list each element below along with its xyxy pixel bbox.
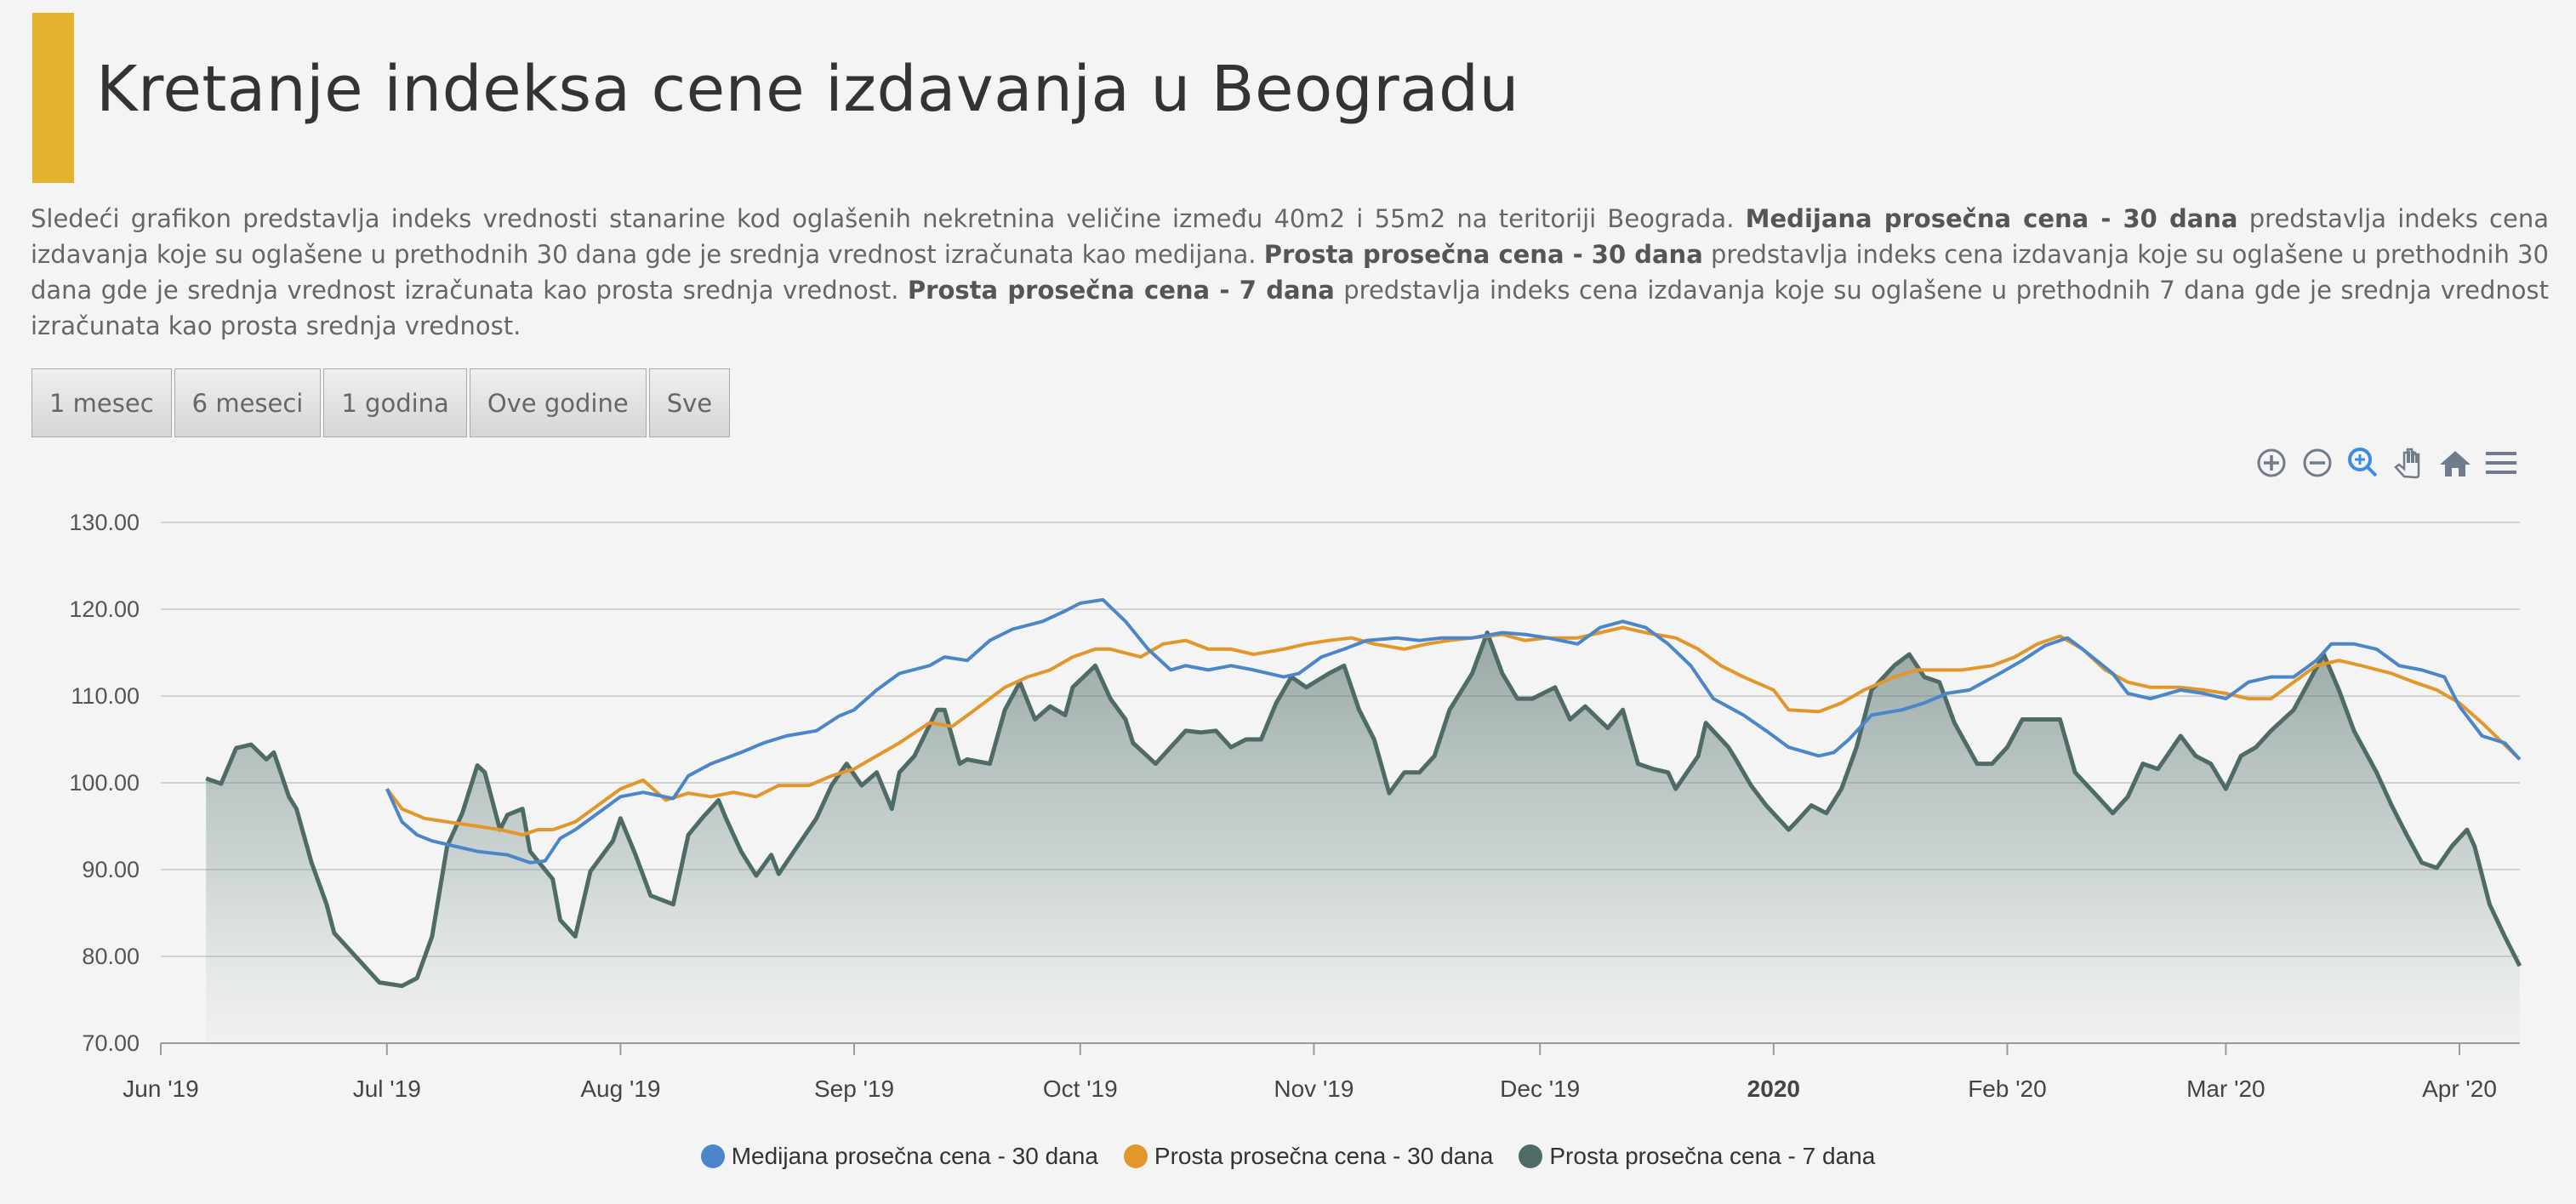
selection-zoom-icon[interactable]: [2346, 444, 2380, 482]
legend-marker: [700, 1144, 725, 1168]
y-tick-label: 100.00: [69, 770, 140, 796]
x-tick-label: Dec '19: [1500, 1076, 1580, 1102]
desc-text: predstavlja indeks cena izdavanja koje s…: [31, 240, 2549, 305]
range-selector: 1 mesec 6 meseci 1 godina Ove godine Sve: [31, 368, 731, 437]
x-tick-label: Feb '20: [1968, 1076, 2047, 1102]
desc-text: predstavlja indeks cena izdavanja koje s…: [31, 276, 2549, 340]
y-axis: 130.00 120.00 110.00 100.00 90.00 80.00 70.00: [69, 510, 140, 1056]
series-line-1: [385, 625, 2522, 837]
legend-item-simple30[interactable]: Prosta prosečna cena - 30 dana: [1123, 1143, 1494, 1170]
desc-bold-median30: Medijana prosečna cena - 30 dana: [1745, 204, 2238, 233]
series-line-0: [205, 631, 2522, 989]
series-group: [205, 597, 2522, 1043]
zoom-out-icon[interactable]: [2300, 444, 2334, 482]
y-tick-label: 120.00: [69, 596, 140, 622]
menu-icon[interactable]: [2484, 444, 2518, 482]
range-button-this-year[interactable]: Ove godine: [469, 368, 647, 437]
y-tick-label: 110.00: [71, 683, 140, 709]
chart-toolbar: [2254, 444, 2518, 482]
series-line-2: [385, 597, 2522, 864]
legend-marker: [1123, 1144, 1148, 1168]
range-button-1-year[interactable]: 1 godina: [323, 368, 467, 437]
desc-bold-simple7: Prosta prosečna cena - 7 dana: [907, 276, 1335, 305]
range-button-1-month[interactable]: 1 mesec: [31, 368, 172, 437]
x-tick-label: Oct '19: [1043, 1076, 1118, 1102]
x-tick-label: Nov '19: [1274, 1076, 1354, 1102]
desc-text: predstavlja indeks cena izdavanja koje s…: [31, 204, 2549, 269]
zoom-in-icon[interactable]: [2254, 444, 2288, 482]
y-tick-label: 90.00: [82, 857, 140, 882]
x-tick-label: Jul '19: [353, 1076, 421, 1102]
legend-item-simple7[interactable]: Prosta prosečna cena - 7 dana: [1519, 1143, 1875, 1170]
home-reset-icon[interactable]: [2438, 444, 2472, 482]
desc-bold-simple30: Prosta prosečna cena - 30 dana: [1263, 240, 1703, 269]
legend-label: Prosta prosečna cena - 7 dana: [1549, 1143, 1876, 1169]
legend-marker: [1519, 1144, 1543, 1168]
pan-hand-icon[interactable]: [2392, 444, 2426, 482]
x-tick-label: Apr '20: [2422, 1076, 2497, 1102]
y-tick-label: 80.00: [82, 944, 140, 969]
x-axis: Jun '19 Jul '19 Aug '19 Sep '19 Oct '19 Nov '…: [123, 1043, 2497, 1102]
desc-text: Sledeći grafikon predstavlja indeks vred…: [31, 204, 1746, 233]
chart-legend: Medijana prosečna cena - 30 dana Prosta …: [0, 1143, 2576, 1170]
x-tick-label: Sep '19: [814, 1076, 894, 1102]
range-button-all[interactable]: Sve: [648, 368, 731, 437]
range-button-6-months[interactable]: 6 meseci: [174, 368, 322, 437]
legend-label: Prosta prosečna cena - 30 dana: [1154, 1143, 1494, 1169]
x-tick-label: Aug '19: [580, 1076, 660, 1102]
chart-description: Sledeći grafikon predstavlja indeks vred…: [31, 201, 2549, 344]
legend-item-median30[interactable]: Medijana prosečna cena - 30 dana: [700, 1143, 1098, 1170]
legend-label: Medijana prosečna cena - 30 dana: [731, 1143, 1098, 1169]
series-area-simple7: [206, 632, 2520, 1043]
title-accent-bar: [32, 13, 74, 183]
x-tick-label: Jun '19: [123, 1076, 198, 1102]
x-tick-label: Mar '20: [2186, 1076, 2265, 1102]
page-title: Kretanje indeksa cene izdavanja u Beogra…: [96, 53, 1519, 126]
y-tick-label: 70.00: [82, 1030, 140, 1056]
y-tick-label: 130.00: [69, 510, 140, 535]
x-tick-label: 2020: [1747, 1076, 1800, 1102]
